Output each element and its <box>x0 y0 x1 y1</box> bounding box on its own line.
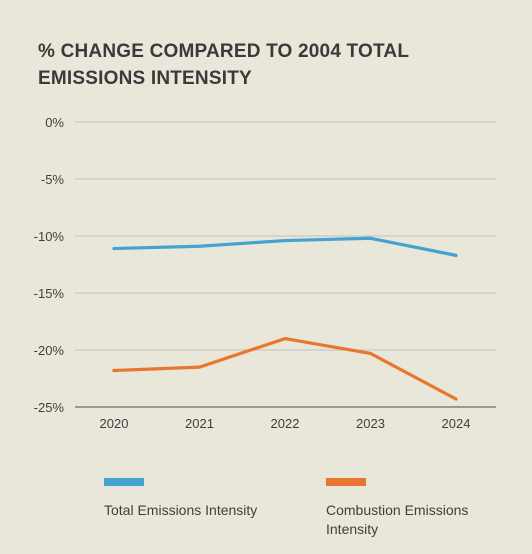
series-line-combustion <box>112 337 458 401</box>
data-point <box>197 365 202 369</box>
grid-lines <box>75 121 496 351</box>
data-point <box>454 397 458 401</box>
data-point <box>197 244 202 248</box>
data-point <box>454 253 458 257</box>
data-point <box>283 238 287 243</box>
data-point <box>368 236 373 240</box>
data-point <box>283 337 287 341</box>
series-lines <box>112 236 458 401</box>
y-tick-label: 0% <box>45 115 64 130</box>
y-tick-label: -20% <box>34 343 65 358</box>
x-tick-label: 2022 <box>271 416 300 431</box>
x-tick-label: 2021 <box>185 416 214 431</box>
x-axis: 2020 2021 2022 2023 2024 <box>75 406 496 431</box>
x-tick-label: 2023 <box>356 416 385 431</box>
legend-item-combustion: Combustion Emissions Intensity <box>326 478 486 539</box>
y-tick-label: -10% <box>34 229 65 244</box>
data-point <box>112 368 116 373</box>
legend-swatch-combustion <box>326 478 366 486</box>
legend-label-total: Total Emissions Intensity <box>104 502 258 518</box>
legend-label-combustion: Combustion Emissions Intensity <box>326 502 469 537</box>
legend-swatch-total <box>104 478 144 486</box>
data-point <box>368 351 373 356</box>
x-tick-label: 2020 <box>100 416 129 431</box>
y-axis-tick-labels: 0% -5% -10% -15% -20% -25% <box>34 115 65 415</box>
y-tick-label: -15% <box>34 286 65 301</box>
chart-title: % CHANGE COMPARED TO 2004 TOTAL EMISSION… <box>38 41 409 89</box>
x-tick-label: 2024 <box>442 416 471 431</box>
y-tick-label: -5% <box>41 172 65 187</box>
legend-item-total: Total Emissions Intensity <box>104 478 264 520</box>
data-point <box>112 246 116 251</box>
y-tick-label: -25% <box>34 400 65 415</box>
